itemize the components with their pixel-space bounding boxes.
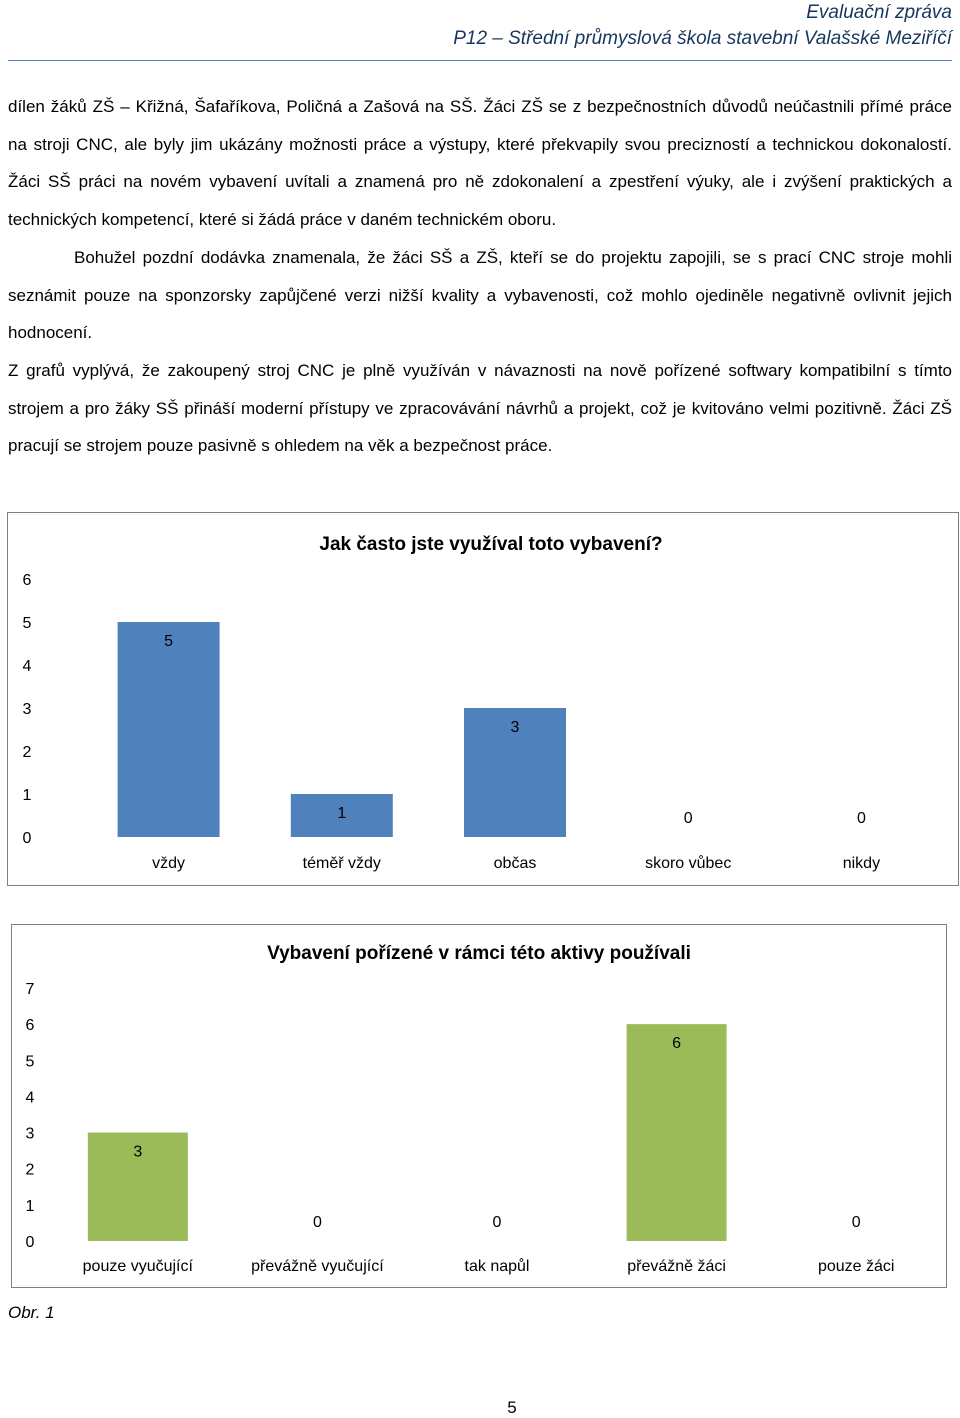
paragraph-2: Bohužel pozdní dodávka znamenala, že žác…: [8, 247, 952, 343]
category-label: tak napůl: [465, 1257, 530, 1275]
y-tick-label: 5: [26, 1053, 35, 1070]
y-tick-label: 0: [26, 1234, 35, 1251]
bar: [626, 1024, 727, 1241]
data-label: 0: [684, 810, 693, 827]
bar: [290, 794, 393, 837]
header-title: Evaluační zpráva: [806, 2, 952, 23]
usage-frequency-chart-svg: Jak často jste využíval toto vybavení? 0 1…: [23, 534, 881, 872]
chart-title: Jak často jste využíval toto vybavení?: [319, 534, 662, 555]
y-tick-label: 3: [26, 1126, 35, 1143]
figure-caption: Obr. 1: [8, 1303, 55, 1322]
y-tick-label: 4: [26, 1089, 35, 1106]
category-label: občas: [494, 855, 537, 872]
equipment-users-chart-svg: Vybavení pořízené v rámci této aktivy po…: [26, 943, 895, 1275]
data-label: 6: [672, 1035, 681, 1052]
bar: [87, 1132, 188, 1241]
category-label: pouze vyučující: [83, 1258, 194, 1275]
chart-title: Vybavení pořízené v rámci této aktivy po…: [267, 943, 691, 964]
category-label: vždy: [152, 855, 185, 872]
data-label: 0: [857, 810, 866, 827]
y-tick-label: 5: [23, 615, 32, 632]
data-label: 3: [133, 1144, 142, 1161]
y-tick-label: 1: [23, 787, 32, 804]
category-label: téměř vždy: [303, 855, 381, 872]
y-tick-label: 2: [23, 744, 32, 761]
paragraph-3: Z grafů vyplývá, že zakoupený stroj CNC …: [8, 360, 952, 456]
y-tick-label: 1: [26, 1198, 35, 1215]
y-tick-label: 6: [23, 572, 32, 589]
data-label: 1: [337, 805, 346, 822]
data-label: 0: [493, 1214, 502, 1231]
page-number: 5: [507, 1398, 517, 1417]
category-label: převážně žáci: [627, 1258, 726, 1275]
y-tick-label: 6: [26, 1017, 35, 1034]
data-label: 0: [852, 1214, 861, 1231]
data-label: 3: [511, 719, 520, 736]
y-tick-label: 2: [26, 1162, 35, 1179]
y-tick-label: 0: [23, 830, 32, 847]
page-header: Evaluační zpráva P12 – Střední průmyslov…: [453, 0, 952, 52]
y-tick-label: 7: [26, 981, 35, 998]
header-divider: [8, 60, 952, 61]
header-subtitle: P12 – Střední průmyslová škola stavební …: [453, 28, 952, 49]
usage-frequency-chart: Jak často jste využíval toto vybavení? 0 1…: [7, 512, 959, 886]
paragraph-1: dílen žáků ZŠ – Křižná, Šafaříkova, Poli…: [8, 97, 952, 230]
equipment-users-chart: Vybavení pořízené v rámci této aktivy po…: [11, 924, 947, 1288]
category-label: skoro vůbec: [645, 854, 731, 872]
y-tick-label: 3: [23, 701, 32, 718]
category-label: pouze žáci: [818, 1258, 895, 1275]
body-text: dílen žáků ZŠ – Křižná, Šafaříkova, Poli…: [8, 88, 952, 465]
category-label: převážně vyučující: [251, 1258, 384, 1275]
bar: [117, 622, 220, 837]
data-label: 0: [313, 1214, 322, 1231]
data-label: 5: [164, 633, 173, 650]
bar: [464, 708, 566, 837]
y-tick-label: 4: [23, 658, 32, 675]
category-label: nikdy: [843, 855, 880, 872]
